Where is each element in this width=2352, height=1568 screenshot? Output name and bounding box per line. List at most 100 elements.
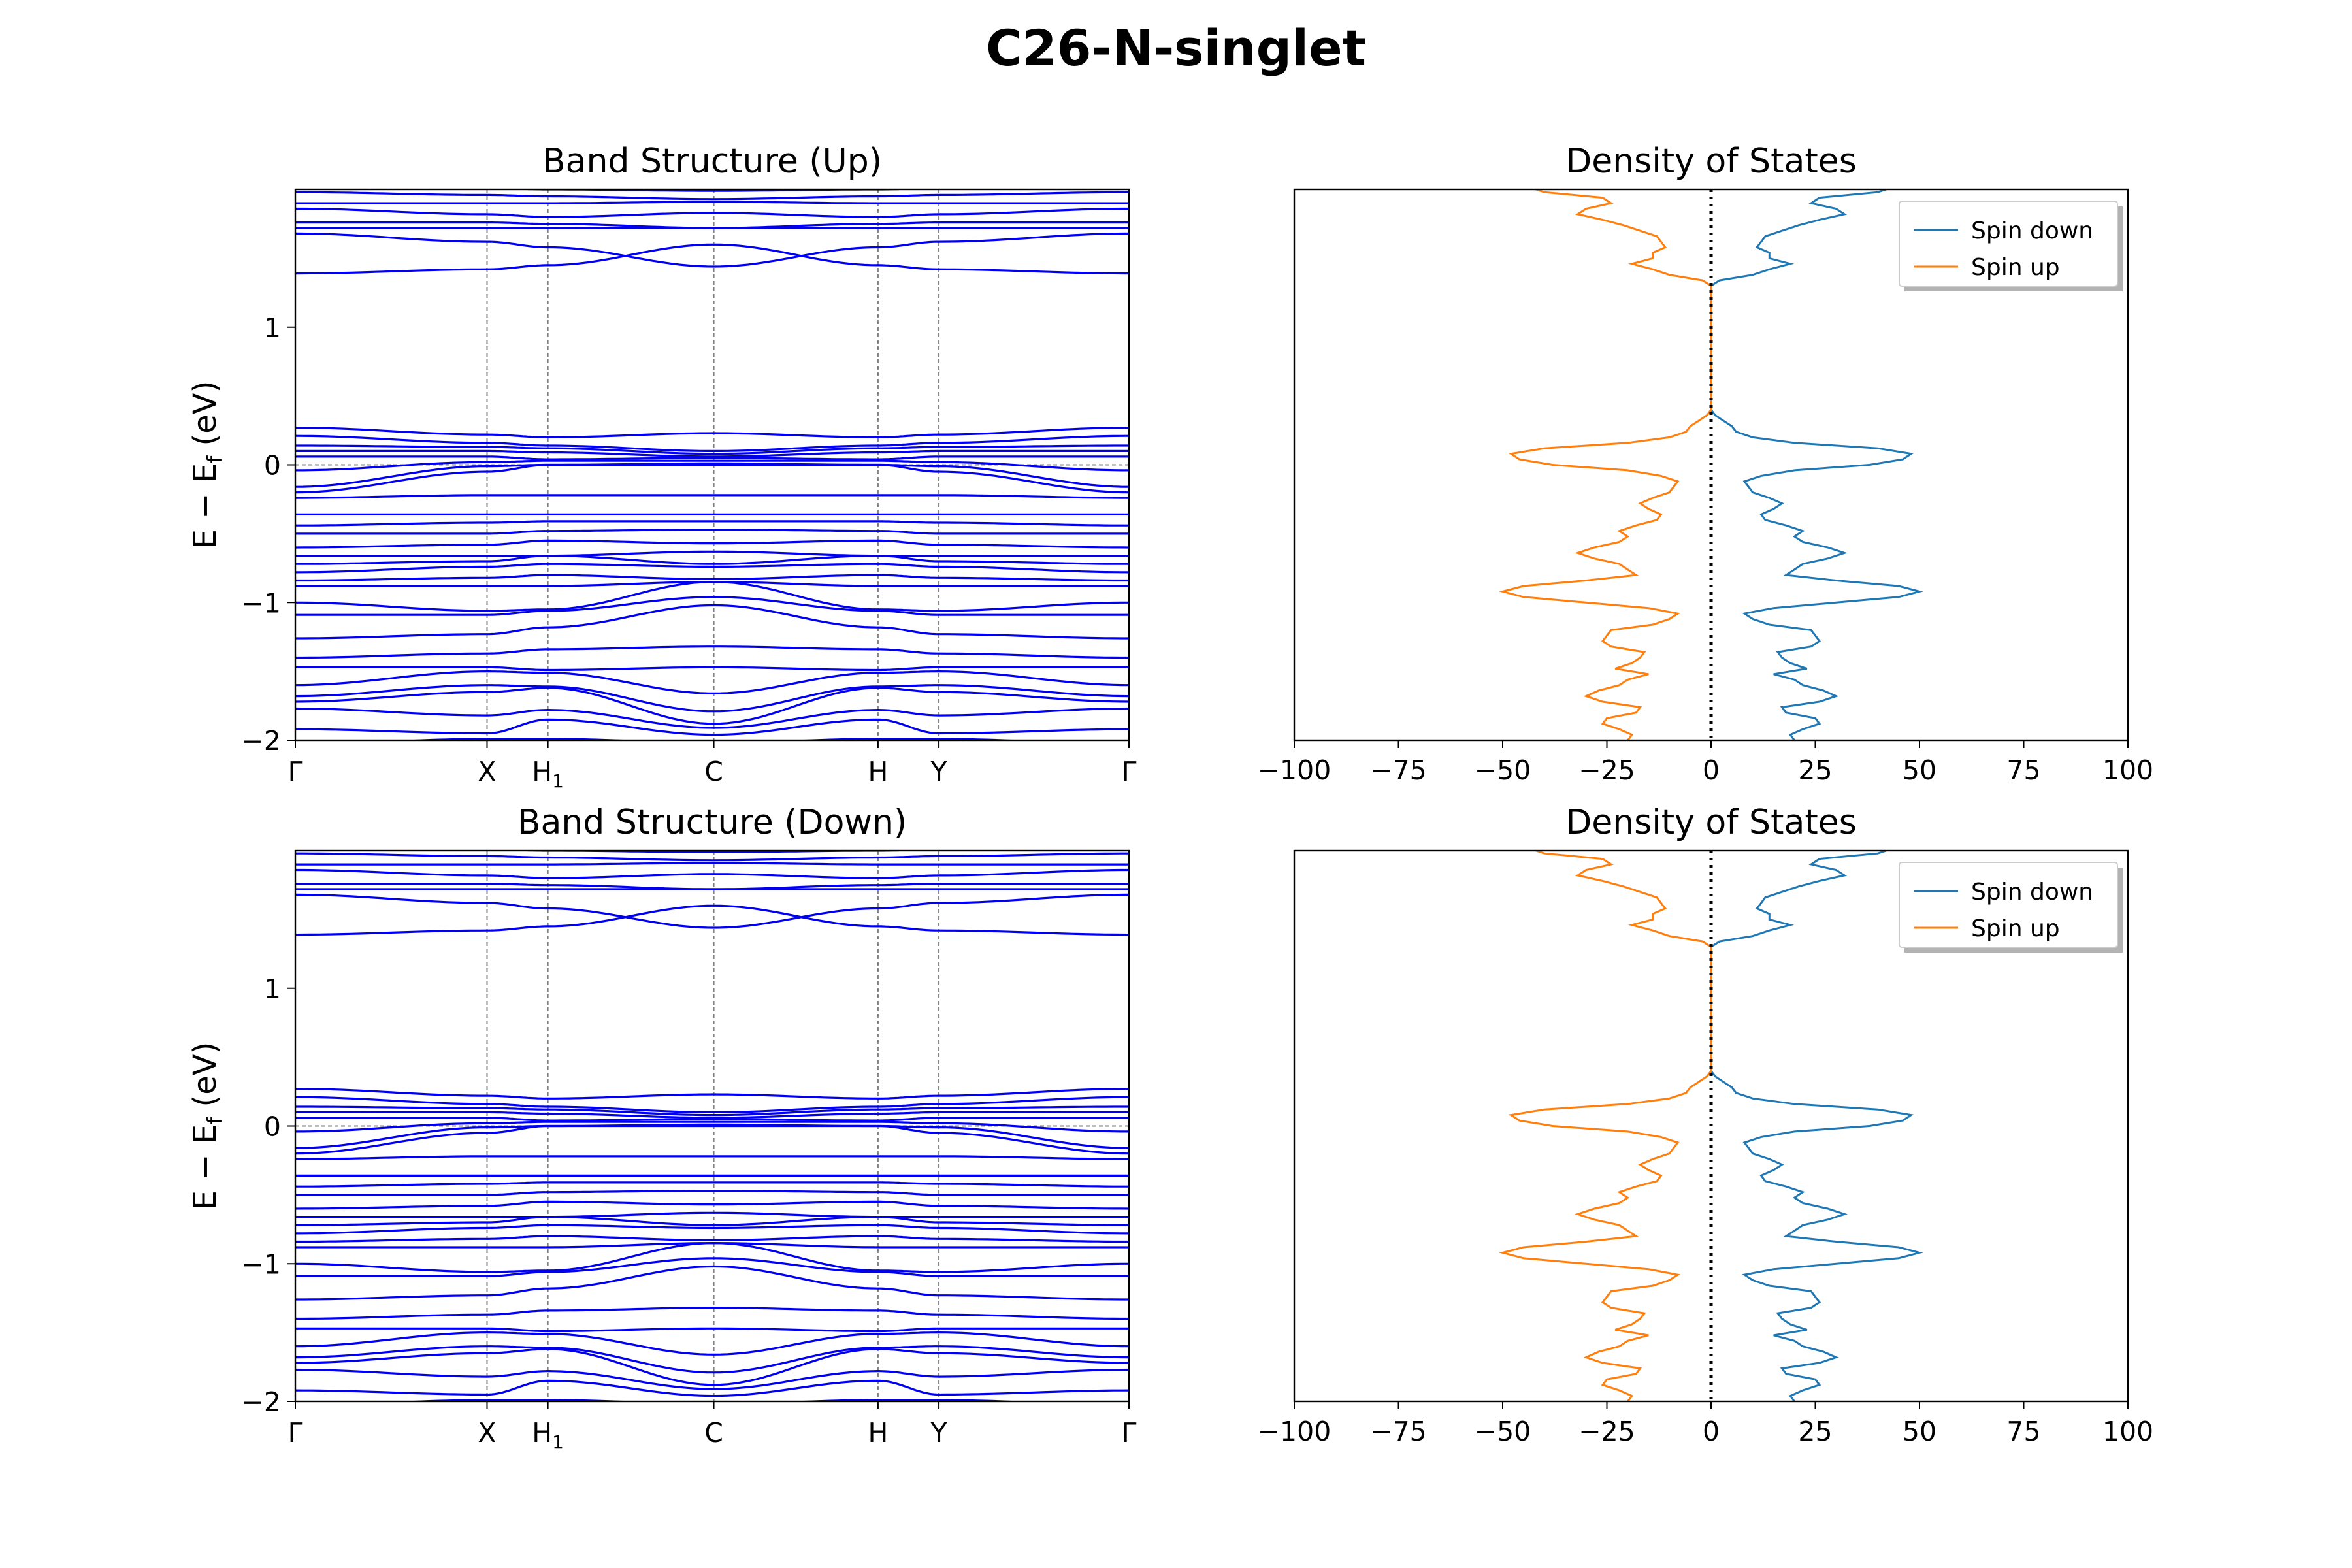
band-line xyxy=(295,243,1129,275)
band-line xyxy=(295,1327,1129,1333)
band-line xyxy=(295,666,1129,672)
dos-series-line xyxy=(1499,851,1712,1401)
x-tick-label: −75 xyxy=(1370,1416,1427,1447)
kpoint-label: H xyxy=(868,756,889,787)
band-line xyxy=(295,670,1129,694)
x-tick-label: −50 xyxy=(1475,755,1531,786)
kpoint-label: Γ xyxy=(288,756,303,787)
band-line xyxy=(295,520,1129,527)
y-tick-label: −2 xyxy=(242,1386,281,1418)
band-line xyxy=(295,1200,1129,1210)
band-line xyxy=(295,1265,1129,1301)
band-line xyxy=(399,1399,1026,1401)
kpoint-label: Y xyxy=(930,756,948,787)
band-line xyxy=(295,191,1129,201)
band-line xyxy=(295,1211,1129,1218)
panel-title: Density of States xyxy=(1565,142,1857,181)
band-line xyxy=(295,550,1129,557)
x-tick-label: −100 xyxy=(1258,1416,1331,1447)
panel-dos_down: Density of States −100 −75 −50 −25 0 25 50 75 100… xyxy=(1258,803,2153,1447)
y-tick-label: −2 xyxy=(242,725,281,757)
x-tick-label: 50 xyxy=(1903,1416,1936,1447)
kpoint-label: X xyxy=(478,756,496,787)
band-line xyxy=(295,455,1129,461)
band-line xyxy=(399,738,1026,740)
x-tick-label: −25 xyxy=(1578,1416,1635,1447)
y-tick-label: −1 xyxy=(242,1249,281,1280)
x-tick-label: −100 xyxy=(1258,755,1331,786)
axes-frame xyxy=(294,849,1130,1403)
x-tick-label: 75 xyxy=(2006,1416,2040,1447)
axes-frame xyxy=(1293,188,2129,742)
band-line xyxy=(295,893,1129,929)
band-line xyxy=(295,207,1129,218)
band-line xyxy=(295,563,1129,574)
x-tick-label: −25 xyxy=(1578,755,1635,786)
legend-label: Spin up xyxy=(1971,254,2060,281)
x-tick-label: 100 xyxy=(2102,755,2153,786)
kpoint-label: Y xyxy=(930,1417,948,1448)
x-tick-label: −50 xyxy=(1475,1416,1531,1447)
band-line xyxy=(507,851,919,853)
band-line xyxy=(295,1379,1129,1397)
band-line xyxy=(295,1111,1129,1119)
band-line xyxy=(295,426,1129,439)
x-tick-label: 25 xyxy=(1798,755,1832,786)
y-axis-label: E − Ef (eV) xyxy=(187,1042,227,1211)
x-tick-label: −75 xyxy=(1370,755,1427,786)
band-line xyxy=(295,201,1129,204)
band-line xyxy=(295,1368,1129,1390)
band-line xyxy=(295,232,1129,268)
band-line xyxy=(295,1241,1129,1249)
kpoint-label: Γ xyxy=(288,1417,303,1448)
kpoint-label: Γ xyxy=(1122,1417,1137,1448)
dos-series-line xyxy=(1710,189,1923,740)
band-line xyxy=(295,604,1129,640)
x-tick-label: 50 xyxy=(1903,755,1936,786)
band-line xyxy=(295,1257,1129,1277)
y-tick-label: 1 xyxy=(264,312,281,344)
dos-series-line xyxy=(1499,189,1712,740)
band-line xyxy=(295,554,1129,565)
band-line xyxy=(295,1155,1129,1160)
band-line xyxy=(295,1235,1129,1243)
dos-lines xyxy=(1499,189,1923,740)
bands xyxy=(295,851,1129,1401)
band-line xyxy=(295,1096,1129,1114)
band-line xyxy=(295,580,1129,587)
legend-label: Spin down xyxy=(1971,218,2093,244)
axes-frame xyxy=(1293,849,2129,1403)
kpoint-label: C xyxy=(704,1417,723,1448)
legend: Spin down Spin up xyxy=(1899,862,2118,948)
kpoint-label: X xyxy=(478,1417,496,1448)
band-line xyxy=(295,463,1129,488)
panel-title: Band Structure (Up) xyxy=(542,142,882,181)
x-tick-label: 75 xyxy=(2006,755,2040,786)
band-line xyxy=(295,862,1129,866)
bands xyxy=(295,189,1129,740)
y-tick-label: 1 xyxy=(264,973,281,1005)
dos-lines xyxy=(1499,851,1923,1401)
band-line xyxy=(295,852,1129,862)
band-line xyxy=(295,904,1129,936)
band-line xyxy=(295,1307,1129,1320)
legend-label: Spin up xyxy=(1971,915,2060,942)
kpoint-label: C xyxy=(704,756,723,787)
band-line xyxy=(295,882,1129,890)
band-line xyxy=(295,462,1129,494)
band-line xyxy=(295,596,1129,616)
band-line xyxy=(295,1117,1129,1122)
band-line xyxy=(295,1345,1129,1374)
band-line xyxy=(295,868,1129,879)
legend-box xyxy=(1899,201,2118,287)
band-line xyxy=(295,1120,1129,1133)
band-line xyxy=(295,444,1129,455)
band-line xyxy=(295,494,1129,499)
kpoint-label: H xyxy=(868,1417,889,1448)
band-line xyxy=(295,449,1129,458)
x-tick-label: 0 xyxy=(1703,1416,1720,1447)
x-tick-label: 100 xyxy=(2102,1416,2153,1447)
band-line xyxy=(295,1181,1129,1188)
